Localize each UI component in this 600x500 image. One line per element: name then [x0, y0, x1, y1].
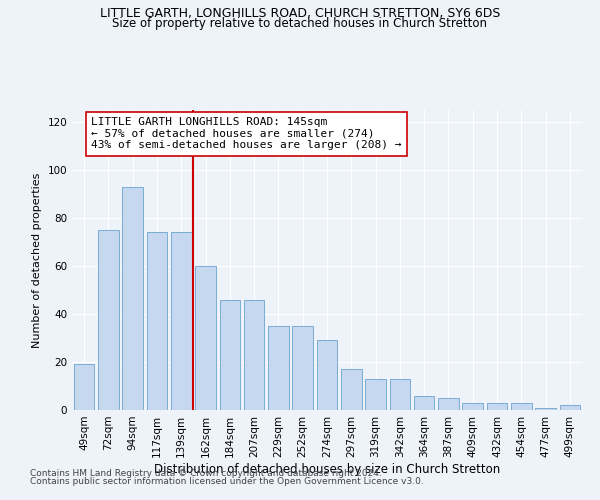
Text: LITTLE GARTH LONGHILLS ROAD: 145sqm
← 57% of detached houses are smaller (274)
4: LITTLE GARTH LONGHILLS ROAD: 145sqm ← 57…: [91, 117, 402, 150]
Bar: [463, 403, 483, 410]
Bar: [389, 379, 410, 410]
Text: Contains public sector information licensed under the Open Government Licence v3: Contains public sector information licen…: [30, 477, 424, 486]
Bar: [560, 405, 580, 410]
Bar: [220, 300, 240, 410]
Bar: [195, 266, 216, 410]
Bar: [122, 187, 143, 410]
Bar: [268, 326, 289, 410]
Y-axis label: Number of detached properties: Number of detached properties: [32, 172, 42, 348]
Text: Size of property relative to detached houses in Church Stretton: Size of property relative to detached ho…: [113, 18, 487, 30]
Text: LITTLE GARTH, LONGHILLS ROAD, CHURCH STRETTON, SY6 6DS: LITTLE GARTH, LONGHILLS ROAD, CHURCH STR…: [100, 8, 500, 20]
Bar: [487, 403, 508, 410]
Bar: [292, 326, 313, 410]
Bar: [171, 232, 191, 410]
Bar: [414, 396, 434, 410]
Bar: [244, 300, 265, 410]
Bar: [365, 379, 386, 410]
Bar: [146, 232, 167, 410]
Bar: [317, 340, 337, 410]
Bar: [535, 408, 556, 410]
Bar: [511, 403, 532, 410]
Bar: [98, 230, 119, 410]
X-axis label: Distribution of detached houses by size in Church Stretton: Distribution of detached houses by size …: [154, 462, 500, 475]
Bar: [74, 364, 94, 410]
Bar: [341, 369, 362, 410]
Text: Contains HM Land Registry data © Crown copyright and database right 2024.: Contains HM Land Registry data © Crown c…: [30, 468, 382, 477]
Bar: [438, 398, 459, 410]
